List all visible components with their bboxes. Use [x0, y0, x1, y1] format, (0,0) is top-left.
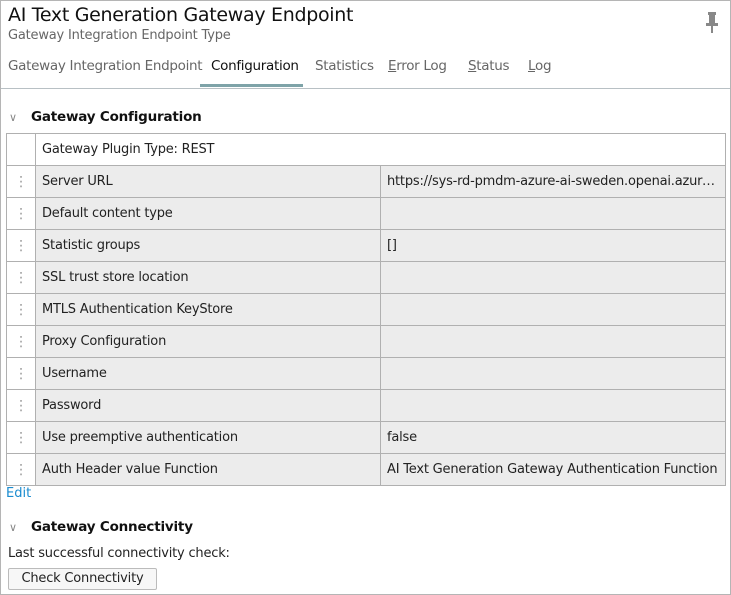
table-row[interactable]: ⋮ Statistic groups [] [6, 229, 726, 262]
property-name: MTLS Authentication KeyStore [35, 293, 381, 326]
chevron-down-icon: ∨ [9, 111, 17, 124]
property-value: https://sys-rd-pmdm-azure-ai-sweden.open… [380, 165, 726, 198]
page-subtitle: Gateway Integration Endpoint Type [8, 28, 231, 43]
property-value: [] [380, 229, 726, 262]
table-row[interactable]: ⋮ Server URL https://sys-rd-pmdm-azure-a… [6, 165, 726, 198]
chevron-down-icon: ∨ [9, 521, 17, 534]
table-row[interactable]: ⋮ SSL trust store location [6, 261, 726, 294]
property-value [380, 293, 726, 326]
drag-handle-icon[interactable]: ⋮ [6, 453, 36, 486]
check-connectivity-button[interactable]: Check Connectivity [8, 568, 157, 590]
property-name: Server URL [35, 165, 381, 198]
property-name: Username [35, 357, 381, 390]
last-connectivity-check: Last successful connectivity check: [8, 546, 230, 561]
table-row[interactable]: ⋮ Username [6, 357, 726, 390]
pin-icon[interactable] [705, 12, 719, 34]
drag-handle-icon[interactable]: ⋮ [6, 357, 36, 390]
property-value [380, 389, 726, 422]
property-name: Default content type [35, 197, 381, 230]
property-value: AI Text Generation Gateway Authenticatio… [380, 453, 726, 486]
property-name: Proxy Configuration [35, 325, 381, 358]
tab-error-log[interactable]: Error Log [388, 58, 447, 74]
tab-log[interactable]: Log [528, 58, 552, 74]
drag-handle-icon[interactable]: ⋮ [6, 389, 36, 422]
section-gateway-configuration[interactable]: ∨ Gateway Configuration [9, 109, 202, 125]
table-row[interactable]: ⋮ Use preemptive authentication false [6, 421, 726, 454]
property-name: Auth Header value Function [35, 453, 381, 486]
drag-handle-icon[interactable]: ⋮ [6, 197, 36, 230]
table-row[interactable]: ⋮ Password [6, 389, 726, 422]
page-title: AI Text Generation Gateway Endpoint [8, 4, 354, 26]
table-row[interactable]: ⋮ Proxy Configuration [6, 325, 726, 358]
property-value [380, 325, 726, 358]
active-tab-indicator [200, 84, 303, 87]
table-row[interactable]: ⋮ Default content type [6, 197, 726, 230]
drag-handle-icon[interactable]: ⋮ [6, 261, 36, 294]
drag-handle-icon[interactable]: ⋮ [6, 325, 36, 358]
property-value [380, 197, 726, 230]
section-title: Gateway Configuration [31, 109, 202, 125]
drag-handle-icon[interactable]: ⋮ [6, 421, 36, 454]
property-name: Use preemptive authentication [35, 421, 381, 454]
drag-handle-icon[interactable]: ⋮ [6, 293, 36, 326]
plugin-type-row: Gateway Plugin Type: REST [6, 133, 726, 166]
property-value: false [380, 421, 726, 454]
tab-configuration[interactable]: Configuration [211, 58, 299, 74]
property-name: Statistic groups [35, 229, 381, 262]
edit-link[interactable]: Edit [6, 486, 32, 501]
drag-handle-icon[interactable]: ⋮ [6, 229, 36, 262]
tab-gateway-integration-endpoint[interactable]: Gateway Integration Endpoint [8, 58, 203, 74]
table-row[interactable]: ⋮ Auth Header value Function AI Text Gen… [6, 453, 726, 486]
config-table: Gateway Plugin Type: REST ⋮ Server URL h… [6, 133, 726, 486]
section-title: Gateway Connectivity [31, 519, 193, 535]
tab-statistics[interactable]: Statistics [315, 58, 374, 74]
table-row[interactable]: ⋮ MTLS Authentication KeyStore [6, 293, 726, 326]
plugin-type: Gateway Plugin Type: REST [35, 133, 726, 166]
drag-handle-icon[interactable]: ⋮ [6, 165, 36, 198]
property-name: SSL trust store location [35, 261, 381, 294]
section-gateway-connectivity[interactable]: ∨ Gateway Connectivity [9, 519, 193, 535]
property-value [380, 261, 726, 294]
tab-status[interactable]: Status [468, 58, 510, 74]
property-name: Password [35, 389, 381, 422]
property-value [380, 357, 726, 390]
header-area: AI Text Generation Gateway Endpoint Gate… [1, 1, 730, 89]
